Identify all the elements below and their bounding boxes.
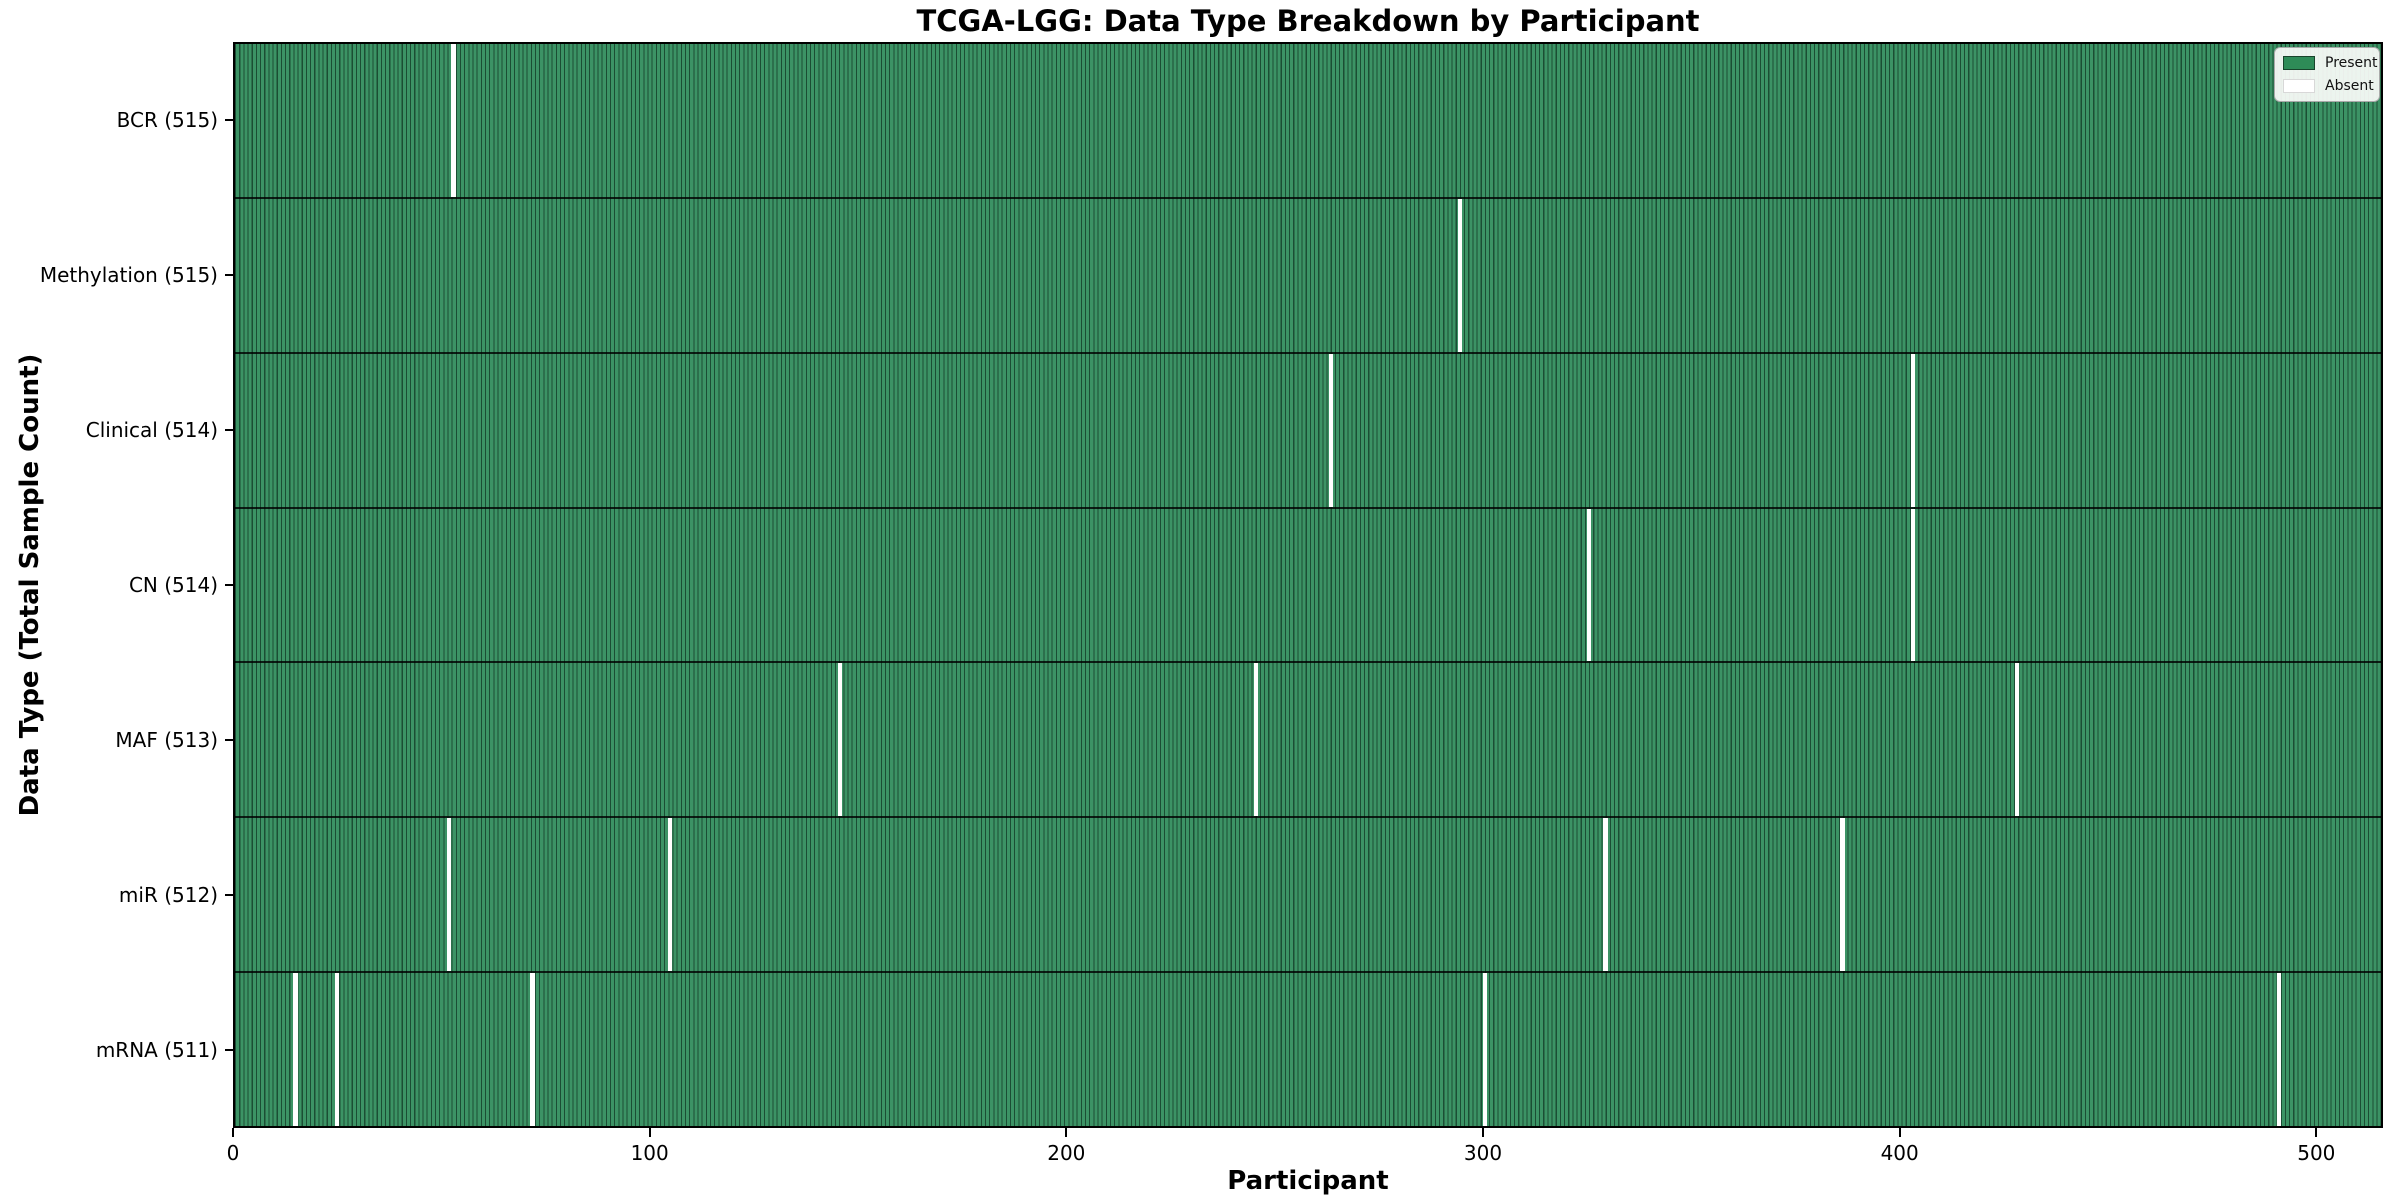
data-row-maf — [235, 661, 2381, 817]
absent-gap — [451, 44, 456, 197]
y-tick-mark — [225, 118, 233, 121]
x-tick-mark — [1482, 1128, 1484, 1137]
absent-gap — [1457, 198, 1463, 352]
y-tick-mark — [225, 739, 233, 742]
x-tick-label: 100 — [630, 1141, 669, 1165]
absent-gap — [1840, 818, 1845, 972]
absent-gap — [530, 973, 535, 1127]
absent-gap — [2277, 973, 2282, 1127]
absent-gap — [293, 973, 298, 1127]
absent-gap — [1328, 353, 1334, 507]
absent-gap — [1482, 973, 1488, 1127]
absent-gap — [1586, 508, 1592, 662]
y-tick-mark — [225, 894, 233, 897]
data-row-bcr — [235, 44, 2381, 197]
x-tick-label: 500 — [2297, 1141, 2336, 1165]
x-tick-label: 400 — [1880, 1141, 1919, 1165]
absent-gap — [1603, 818, 1608, 972]
absent-gap — [334, 973, 340, 1127]
y-tick-label: mRNA (511) — [95, 1038, 218, 1063]
data-row-mir — [235, 816, 2381, 972]
y-tick-label: Methylation (515) — [39, 262, 218, 287]
y-tick-label: BCR (515) — [116, 107, 218, 132]
absent-gap — [667, 818, 672, 972]
x-tick-mark — [1898, 1128, 1901, 1137]
absent-gap — [1911, 508, 1916, 662]
chart-title: TCGA-LGG: Data Type Breakdown by Partici… — [916, 4, 1700, 38]
absent-gap — [838, 663, 843, 817]
y-tick-label: MAF (513) — [115, 728, 218, 753]
x-tick-mark — [1065, 1128, 1068, 1137]
y-tick-mark — [225, 1049, 233, 1052]
data-row-mrna — [235, 971, 2381, 1127]
plot-area — [233, 42, 2383, 1128]
y-tick-label: CN (514) — [128, 573, 218, 597]
x-tick-label: 0 — [226, 1141, 240, 1165]
data-row-cn — [235, 506, 2381, 662]
y-tick-mark — [225, 428, 233, 431]
x-tick-label: 200 — [1047, 1141, 1086, 1165]
absent-gap — [447, 818, 452, 972]
y-tick-mark — [225, 584, 233, 586]
y-tick-label: Clinical (514) — [85, 417, 218, 442]
legend-label: Present — [2325, 55, 2378, 71]
present-swatch-icon — [2283, 56, 2315, 70]
data-row-methylation — [235, 196, 2381, 352]
x-axis-label: Participant — [1227, 1166, 1389, 1196]
absent-swatch-icon — [2283, 79, 2315, 93]
legend-label: Absent — [2325, 78, 2374, 94]
data-row-clinical — [235, 351, 2381, 507]
legend-item-absent: Absent — [2283, 78, 2374, 94]
absent-gap — [1253, 663, 1259, 817]
legend: Present Absent — [2274, 47, 2380, 102]
legend-item-present: Present — [2283, 55, 2378, 71]
x-tick-mark — [2315, 1128, 2318, 1137]
absent-gap — [2015, 663, 2020, 817]
x-tick-label: 300 — [1463, 1141, 1503, 1165]
absent-gap — [1911, 353, 1916, 507]
x-tick-mark — [648, 1128, 651, 1137]
y-tick-mark — [225, 273, 233, 276]
y-tick-label: miR (512) — [118, 883, 218, 908]
x-tick-mark — [232, 1128, 234, 1137]
